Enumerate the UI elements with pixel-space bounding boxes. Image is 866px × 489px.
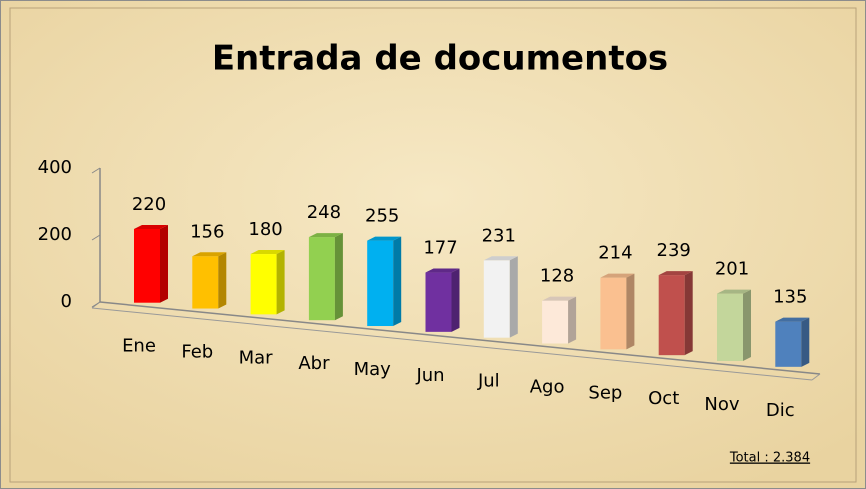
y-tick-label: 0 [61, 291, 72, 312]
bar-top [192, 252, 227, 257]
bar-top [134, 225, 168, 229]
floor-edge [811, 373, 821, 381]
bar [775, 321, 802, 367]
bar-top [600, 273, 635, 278]
value-label: 239 [657, 240, 691, 261]
x-tick-label: Abr [298, 353, 330, 374]
bar-top [308, 233, 343, 238]
bar-side [160, 225, 168, 303]
bar-top [775, 317, 810, 322]
x-tick-label: Mar [239, 347, 274, 368]
bar-side [393, 236, 402, 327]
floor-front [91, 307, 813, 381]
bar [542, 300, 569, 344]
x-axis [99, 301, 821, 375]
bar [600, 277, 627, 350]
x-tick-label: Nov [704, 394, 739, 415]
bar [134, 229, 160, 303]
bar-top [658, 271, 693, 276]
bar-side [218, 252, 227, 309]
value-label: 135 [773, 287, 807, 308]
y-tick [91, 167, 101, 174]
bar-side [509, 256, 518, 338]
bar-side [276, 250, 285, 315]
x-tick-label: Jun [415, 365, 444, 386]
y-tick [91, 301, 101, 308]
x-tick-label: Jul [477, 371, 500, 392]
bar [658, 275, 685, 356]
x-tick-label: May [354, 359, 392, 380]
bar-top [367, 236, 402, 241]
bar [425, 272, 452, 332]
bar [192, 256, 219, 309]
chart-title: Entrada de documentos [212, 39, 668, 79]
bar-top [542, 296, 577, 301]
bar-top [483, 256, 518, 261]
bar [308, 237, 335, 321]
plot-frame [9, 7, 857, 483]
bar-side [801, 317, 810, 367]
value-label: 156 [190, 221, 224, 242]
y-tick-label: 400 [38, 157, 72, 178]
x-tick-label: Ene [122, 336, 156, 357]
bar-side [684, 271, 693, 356]
bar-side [568, 296, 577, 344]
bar [483, 260, 510, 338]
bar-side [743, 289, 751, 361]
bar-side [451, 268, 460, 332]
value-label: 248 [307, 202, 341, 223]
x-tick-label: Dic [766, 400, 795, 421]
bar-top [717, 289, 751, 294]
bar-side [626, 273, 635, 350]
value-label: 220 [132, 194, 166, 215]
value-label: 231 [482, 225, 516, 246]
y-tick-label: 200 [38, 224, 72, 245]
y-tick [91, 234, 101, 241]
value-label: 177 [423, 238, 457, 259]
value-label: 201 [715, 259, 749, 280]
bar-top [250, 250, 285, 255]
value-label: 128 [540, 266, 574, 287]
x-tick-label: Sep [588, 382, 622, 403]
value-label: 214 [598, 243, 632, 264]
value-label: 255 [365, 206, 399, 227]
bar-top [425, 268, 460, 273]
x-tick-label: Feb [181, 342, 213, 363]
value-label: 180 [248, 219, 282, 240]
annotation: Total : 2.384 [729, 451, 810, 466]
bar [367, 240, 394, 327]
x-tick-label: Oct [648, 388, 679, 409]
bar [717, 293, 743, 361]
x-tick-label: Ago [530, 377, 565, 398]
bar-side [334, 233, 343, 321]
bar [250, 254, 277, 315]
